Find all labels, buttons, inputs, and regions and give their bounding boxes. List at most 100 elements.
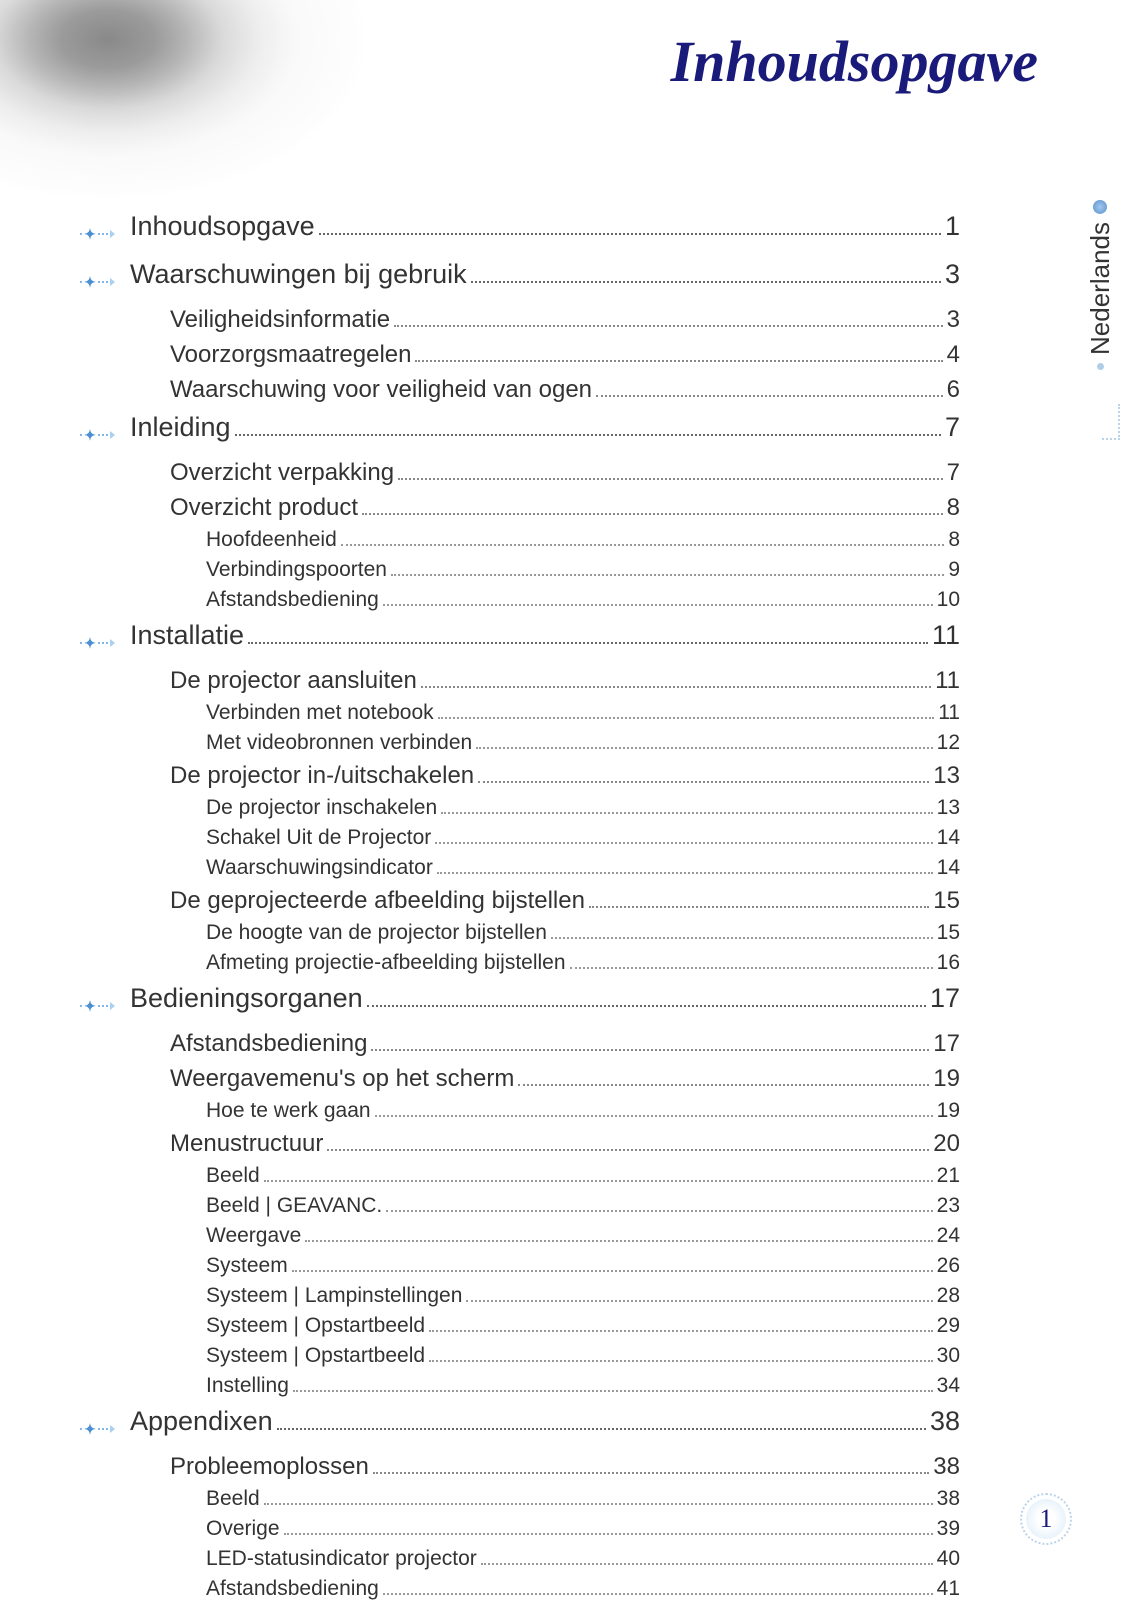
- toc-leader-dots: [589, 906, 929, 908]
- toc-entry[interactable]: ✦Inhoudsopgave 1: [80, 206, 960, 254]
- toc-entry[interactable]: Overzicht verpakking7: [170, 455, 960, 490]
- toc-entry-label: De projector aansluiten: [170, 663, 417, 698]
- toc-leader-dots: [305, 1240, 932, 1242]
- toc-entry-label: Inleiding: [130, 407, 231, 447]
- toc-entry-page: 9: [948, 555, 960, 585]
- toc-entry-label: De geprojecteerde afbeelding bijstellen: [170, 883, 585, 918]
- toc-entry[interactable]: Afstandsbediening10: [206, 585, 960, 615]
- toc-entry[interactable]: ✦Waarschuwingen bij gebruik3: [80, 254, 960, 302]
- toc-entry[interactable]: Beeld21: [206, 1161, 960, 1191]
- toc-entry[interactable]: De projector inschakelen13: [206, 793, 960, 823]
- toc-leader-dots: [476, 747, 932, 749]
- toc-entry[interactable]: ✦Inleiding7: [80, 407, 960, 455]
- toc-entry-page: 29: [937, 1311, 960, 1341]
- toc-entry-page: 23: [937, 1191, 960, 1221]
- toc-entry-label: Waarschuwing voor veiligheid van ogen: [170, 372, 592, 407]
- language-tab: Nederlands: [1085, 200, 1116, 370]
- toc-entry[interactable]: Schakel Uit de Projector 14: [206, 823, 960, 853]
- toc-entry[interactable]: Voorzorgsmaatregelen4: [170, 337, 960, 372]
- toc-entry-page: 3: [945, 254, 960, 294]
- toc-leader-dots: [383, 604, 933, 606]
- toc-entry[interactable]: Overige39: [206, 1514, 960, 1544]
- toc-entry-page: 8: [947, 490, 960, 525]
- side-dotted-decoration: [1102, 404, 1120, 440]
- toc-entry[interactable]: Beeld38: [206, 1484, 960, 1514]
- toc-entry[interactable]: De geprojecteerde afbeelding bijstellen 1…: [170, 883, 960, 918]
- toc-entry-label: Afstandsbediening: [170, 1026, 367, 1061]
- toc-entry[interactable]: Met videobronnen verbinden12: [206, 728, 960, 758]
- toc-entry-label: Inhoudsopgave: [130, 206, 315, 246]
- toc-entry-page: 20: [933, 1126, 960, 1161]
- page-title: Inhoudsopgave: [671, 28, 1038, 95]
- toc-entry-page: 30: [937, 1341, 960, 1371]
- toc-entry[interactable]: Instelling34: [206, 1371, 960, 1401]
- toc-entry[interactable]: Systeem | Opstartbeeld29: [206, 1311, 960, 1341]
- toc-entry-page: 15: [933, 883, 960, 918]
- toc-bullet-icon: ✦: [80, 1409, 128, 1449]
- toc-leader-dots: [264, 1503, 933, 1505]
- toc-entry-page: 34: [937, 1371, 960, 1401]
- toc-entry[interactable]: LED-statusindicator projector40: [206, 1544, 960, 1574]
- toc-entry-label: Weergavemenu's op het scherm: [170, 1061, 514, 1096]
- toc-entry[interactable]: Verbinden met notebook11: [206, 698, 960, 728]
- toc-leader-dots: [466, 1300, 932, 1302]
- toc-entry[interactable]: Systeem | Opstartbeeld 30: [206, 1341, 960, 1371]
- toc-entry-page: 38: [933, 1449, 960, 1484]
- toc-entry-page: 1: [945, 206, 960, 246]
- toc-entry-page: 8: [948, 525, 960, 555]
- toc-entry[interactable]: Waarschuwing voor veiligheid van ogen6: [170, 372, 960, 407]
- toc-entry-page: 16: [937, 948, 960, 978]
- toc-entry[interactable]: Beeld | GEAVANC.23: [206, 1191, 960, 1221]
- toc-entry[interactable]: Overzicht product8: [170, 490, 960, 525]
- toc-entry-label: Systeem: [206, 1251, 288, 1281]
- toc-leader-dots: [293, 1390, 933, 1392]
- toc-entry[interactable]: De hoogte van de projector bijstellen15: [206, 918, 960, 948]
- toc-entry[interactable]: ✦Installatie11: [80, 615, 960, 663]
- toc-leader-dots: [386, 1210, 932, 1212]
- toc-entry-page: 7: [945, 407, 960, 447]
- page-number: 1: [1040, 1504, 1053, 1534]
- toc-entry-page: 26: [937, 1251, 960, 1281]
- toc-entry[interactable]: ✦Bedieningsorganen17: [80, 978, 960, 1026]
- toc-entry[interactable]: Afstandsbediening41: [206, 1574, 960, 1604]
- toc-leader-dots: [551, 937, 933, 939]
- toc-entry[interactable]: Hoe te werk gaan19: [206, 1096, 960, 1126]
- toc-entry-label: LED-statusindicator projector: [206, 1544, 477, 1574]
- toc-entry[interactable]: Systeem | Lampinstellingen28: [206, 1281, 960, 1311]
- toc-entry-page: 15: [937, 918, 960, 948]
- toc-entry-label: Probleemoplossen: [170, 1449, 369, 1484]
- toc-entry[interactable]: Weergave24: [206, 1221, 960, 1251]
- toc-entry[interactable]: Menustructuur20: [170, 1126, 960, 1161]
- toc-leader-dots: [478, 781, 929, 783]
- toc-leader-dots: [437, 872, 933, 874]
- toc-bullet-icon: ✦: [80, 214, 128, 254]
- toc-leader-dots: [394, 325, 943, 327]
- toc-entry[interactable]: Hoofdeenheid8: [206, 525, 960, 555]
- toc-entry[interactable]: Verbindingspoorten9: [206, 555, 960, 585]
- toc-leader-dots: [292, 1270, 933, 1272]
- toc-leader-dots: [373, 1472, 930, 1474]
- side-dot-icon: [1097, 363, 1104, 370]
- language-label: Nederlands: [1085, 222, 1116, 355]
- toc-entry[interactable]: De projector aansluiten11: [170, 663, 960, 698]
- toc-entry-label: Beeld: [206, 1484, 260, 1514]
- toc-entry[interactable]: Weergavemenu's op het scherm19: [170, 1061, 960, 1096]
- toc-entry[interactable]: Systeem 26: [206, 1251, 960, 1281]
- toc-leader-dots: [264, 1180, 933, 1182]
- toc-entry-page: 13: [933, 758, 960, 793]
- toc-entry-label: Systeem | Lampinstellingen: [206, 1281, 462, 1311]
- toc-entry[interactable]: Afstandsbediening17: [170, 1026, 960, 1061]
- toc-entry[interactable]: Probleemoplossen 38: [170, 1449, 960, 1484]
- toc-entry-label: Overige: [206, 1514, 280, 1544]
- toc-entry-label: Systeem | Opstartbeeld: [206, 1341, 425, 1371]
- toc-entry-label: Met videobronnen verbinden: [206, 728, 472, 758]
- toc-entry[interactable]: Waarschuwingsindicator14: [206, 853, 960, 883]
- toc-leader-dots: [471, 281, 941, 283]
- toc-entry-page: 14: [937, 823, 960, 853]
- toc-entry-label: Schakel Uit de Projector: [206, 823, 431, 853]
- toc-entry[interactable]: Veiligheidsinformatie3: [170, 302, 960, 337]
- toc-entry-page: 13: [937, 793, 960, 823]
- toc-entry[interactable]: De projector in-/uitschakelen13: [170, 758, 960, 793]
- toc-entry[interactable]: Afmeting projectie-afbeelding bijstellen…: [206, 948, 960, 978]
- toc-entry[interactable]: ✦Appendixen38: [80, 1401, 960, 1449]
